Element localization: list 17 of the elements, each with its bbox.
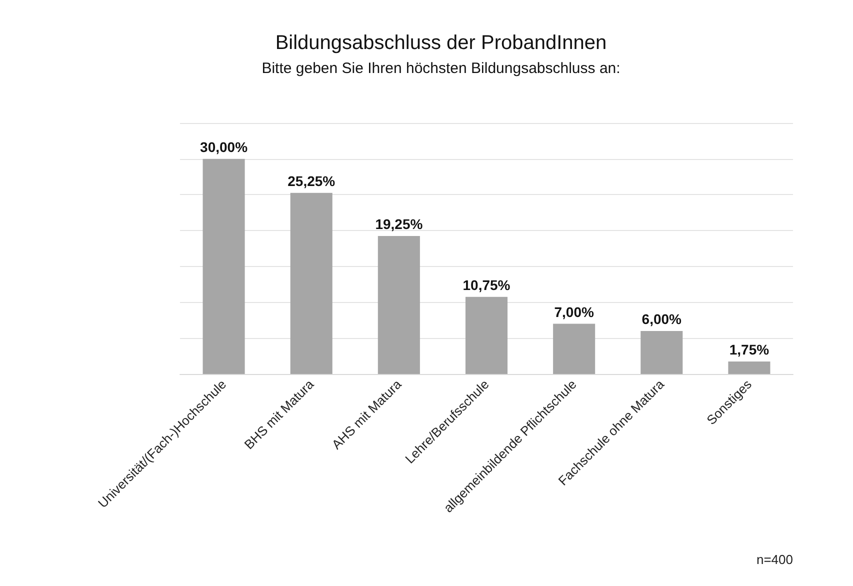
data-label: 6,00% bbox=[642, 310, 682, 327]
data-label: 10,75% bbox=[462, 276, 511, 293]
bar bbox=[290, 192, 332, 374]
bar bbox=[553, 324, 596, 374]
data-label: 30,00% bbox=[200, 138, 248, 155]
data-label: 19,25% bbox=[375, 216, 424, 232]
data-label: 1,75% bbox=[729, 341, 770, 358]
bar bbox=[202, 158, 245, 374]
data-label: 7,00% bbox=[554, 304, 594, 320]
data-label: 25,25% bbox=[288, 172, 336, 189]
bar bbox=[465, 296, 508, 374]
chart-subtitle: Bitte geben Sie Ihren höchsten Bildungsabschluss an: bbox=[262, 60, 620, 77]
bar bbox=[640, 330, 683, 374]
bar bbox=[728, 361, 770, 374]
chart-title: Bildungsabschluss der ProbandInnen bbox=[275, 32, 607, 54]
bar bbox=[378, 236, 420, 374]
text: n=400 bbox=[756, 552, 794, 567]
